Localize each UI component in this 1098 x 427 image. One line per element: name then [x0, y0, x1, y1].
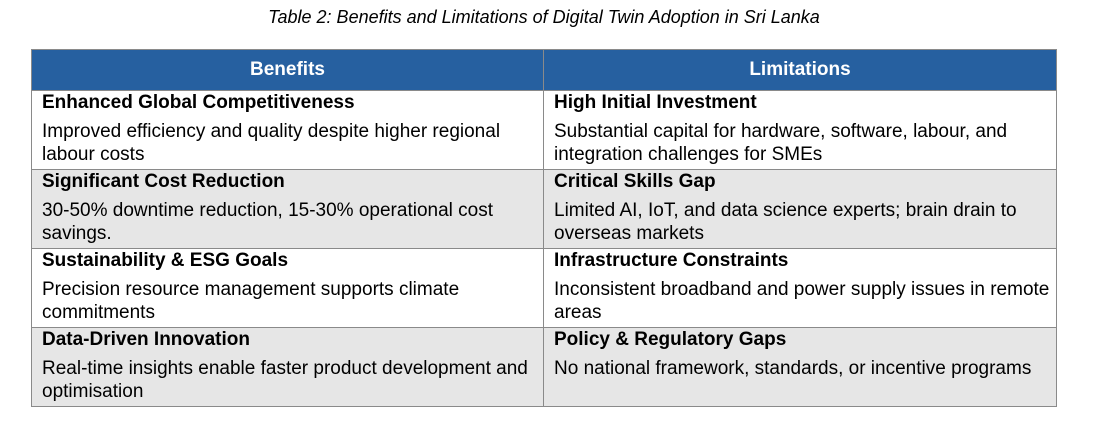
limitation-cell: High Initial Investment Substantial capi… [543, 90, 1057, 170]
limitation-description: Inconsistent broadband and power supply … [554, 279, 1050, 323]
benefit-cell: Significant Cost Reduction 30-50% downti… [31, 169, 544, 249]
benefit-description: Real-time insights enable faster product… [42, 358, 528, 402]
benefit-title: Data-Driven Innovation [42, 329, 250, 350]
benefit-description: Improved efficiency and quality despite … [42, 121, 501, 165]
benefits-limitations-table: Benefits Limitations Enhanced Global Com… [31, 49, 1057, 407]
benefit-title: Enhanced Global Competitiveness [42, 92, 355, 113]
header-limitations: Limitations [543, 49, 1057, 91]
benefit-cell: Data-Driven Innovation Real-time insight… [31, 327, 544, 407]
table-row: Sustainability & ESG Goals Precision res… [31, 248, 1057, 328]
limitation-title: Critical Skills Gap [554, 171, 716, 192]
benefit-title: Significant Cost Reduction [42, 171, 285, 192]
limitation-description: No national framework, standards, or inc… [554, 358, 1032, 379]
table-header-row: Benefits Limitations [31, 49, 1057, 91]
table-row: Data-Driven Innovation Real-time insight… [31, 327, 1057, 407]
limitation-title: Policy & Regulatory Gaps [554, 329, 787, 350]
limitation-title: High Initial Investment [554, 92, 757, 113]
table-caption: Table 2: Benefits and Limitations of Dig… [268, 7, 820, 27]
limitation-title: Infrastructure Constraints [554, 250, 789, 271]
benefit-description: 30-50% downtime reduction, 15-30% operat… [42, 200, 493, 244]
limitation-description: Limited AI, IoT, and data science expert… [554, 200, 1017, 244]
header-benefits: Benefits [31, 49, 544, 91]
limitation-cell: Policy & Regulatory Gaps No national fra… [543, 327, 1057, 407]
benefit-cell: Sustainability & ESG Goals Precision res… [31, 248, 544, 328]
limitation-description: Substantial capital for hardware, softwa… [554, 121, 1008, 165]
limitation-cell: Critical Skills Gap Limited AI, IoT, and… [543, 169, 1057, 249]
benefit-description: Precision resource management supports c… [42, 279, 460, 323]
table-row: Significant Cost Reduction 30-50% downti… [31, 169, 1057, 249]
benefit-title: Sustainability & ESG Goals [42, 250, 289, 271]
benefit-cell: Enhanced Global Competitiveness Improved… [31, 90, 544, 170]
limitation-cell: Infrastructure Constraints Inconsistent … [543, 248, 1057, 328]
table-row: Enhanced Global Competitiveness Improved… [31, 90, 1057, 170]
